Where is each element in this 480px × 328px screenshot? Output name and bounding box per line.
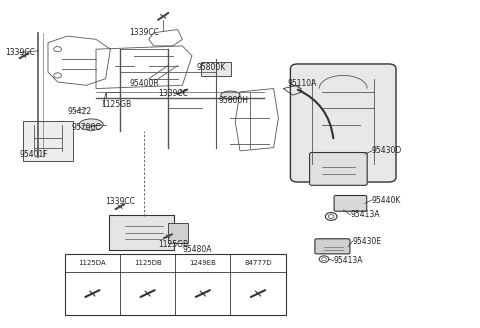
Bar	[65, 254, 286, 315]
Text: 95400R: 95400R	[130, 79, 159, 88]
Text: 95413A: 95413A	[334, 256, 363, 265]
FancyBboxPatch shape	[315, 239, 350, 254]
Text: 1339CC: 1339CC	[106, 197, 135, 206]
Text: 95110A: 95110A	[288, 79, 317, 88]
Text: 1125GB: 1125GB	[158, 240, 189, 249]
Text: 1125DB: 1125DB	[134, 260, 161, 266]
Text: 95800K: 95800K	[197, 63, 226, 72]
Text: 95430D: 95430D	[372, 146, 402, 155]
Text: 1339CC: 1339CC	[5, 48, 35, 57]
Text: 95401F: 95401F	[19, 150, 48, 159]
Text: 84777D: 84777D	[244, 260, 272, 266]
Text: 1339CC: 1339CC	[130, 28, 159, 37]
FancyBboxPatch shape	[109, 215, 174, 250]
Text: 95430E: 95430E	[353, 236, 382, 246]
Text: 1125DA: 1125DA	[79, 260, 106, 266]
FancyBboxPatch shape	[310, 153, 367, 185]
FancyBboxPatch shape	[168, 223, 188, 243]
FancyBboxPatch shape	[201, 62, 231, 76]
Text: 1125GB: 1125GB	[101, 100, 131, 110]
Text: 95800H: 95800H	[218, 95, 249, 105]
Text: 1249EB: 1249EB	[190, 260, 216, 266]
FancyBboxPatch shape	[23, 121, 73, 161]
Text: 95413A: 95413A	[350, 210, 380, 219]
Text: 95700C: 95700C	[72, 123, 102, 133]
FancyBboxPatch shape	[290, 64, 396, 182]
Text: 1339CC: 1339CC	[158, 89, 188, 98]
Ellipse shape	[79, 119, 103, 131]
Text: 95480A: 95480A	[182, 245, 212, 254]
Text: 95440K: 95440K	[372, 195, 401, 205]
Text: 95422: 95422	[67, 107, 91, 116]
FancyBboxPatch shape	[334, 195, 367, 211]
Ellipse shape	[221, 91, 240, 99]
